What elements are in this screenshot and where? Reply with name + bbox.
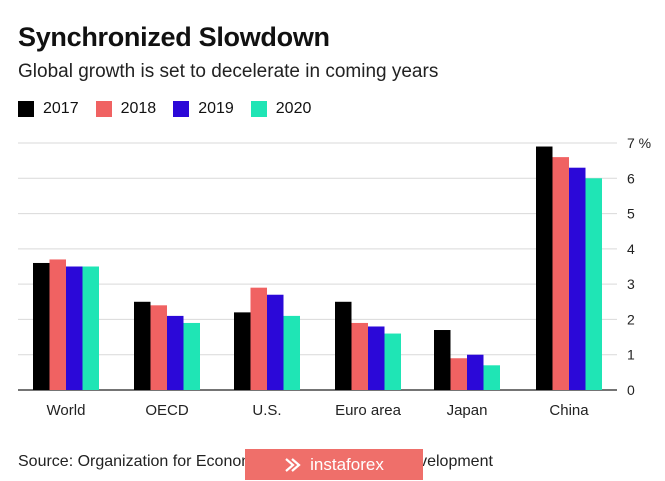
bar-japan-2019 [467,354,484,390]
y-tick-label: 6 [627,170,635,186]
legend-label: 2017 [43,100,79,117]
legend-label: 2019 [198,100,234,117]
legend-item-2020: 2020 [250,100,312,118]
x-tick-label: Euro area [335,402,402,419]
bar-u-s--2018 [250,287,267,390]
legend: 2017 2018 2019 2020 [18,100,311,118]
y-tick-label: 5 [627,206,635,222]
y-tick-label: 4 [627,241,635,257]
watermark-text: instaforex [310,454,384,474]
chevron-arrow-icon [285,457,301,472]
bar-oecd-2020 [183,322,200,390]
y-tick-label: 1 [627,347,635,363]
legend-swatch [173,101,190,117]
bar-japan-2020 [483,365,500,390]
bar-world-2017 [33,262,50,390]
bar-euro-area-2017 [335,301,352,390]
bar-oecd-2017 [134,301,151,390]
bar-world-2019 [66,266,83,390]
bar-u-s--2020 [283,315,300,390]
bar-euro-area-2019 [368,326,385,390]
legend-label: 2018 [120,100,157,117]
bar-oecd-2018 [150,305,167,390]
legend-swatch [95,101,112,117]
y-tick-label: 0 [627,382,635,398]
watermark-badge: instaforex [245,449,423,480]
x-tick-label: China [549,402,589,419]
bar-china-2020 [585,178,602,390]
y-tick-label: 7 % [627,135,651,151]
y-tick-label: 3 [627,276,635,292]
bar-world-2018 [49,259,66,390]
x-tick-label: U.S. [252,402,281,419]
x-tick-label: World [47,402,86,419]
bar-euro-area-2020 [384,333,401,390]
legend-swatch [18,101,34,117]
legend-item-2019: 2019 [173,100,234,118]
bar-china-2019 [569,167,586,390]
bar-china-2017 [536,146,553,390]
bar-japan-2017 [434,330,451,390]
x-tick-label: OECD [145,402,189,419]
legend-item-2018: 2018 [95,100,157,118]
chart-subtitle: Global growth is set to decelerate in co… [18,61,439,82]
y-tick-label: 2 [627,311,635,327]
legend-label: 2020 [275,100,312,117]
legend-swatch [250,101,267,117]
bar-euro-area-2018 [351,322,368,390]
bar-china-2018 [552,157,569,390]
bar-oecd-2019 [167,315,184,390]
bar-u-s--2019 [267,294,284,390]
bar-japan-2018 [450,358,467,390]
x-tick-label: Japan [447,402,488,419]
legend-item-2017: 2017 [18,100,79,118]
bar-u-s--2017 [234,312,251,390]
bar-world-2020 [82,266,99,390]
chart-title: Synchronized Slowdown [18,22,330,52]
